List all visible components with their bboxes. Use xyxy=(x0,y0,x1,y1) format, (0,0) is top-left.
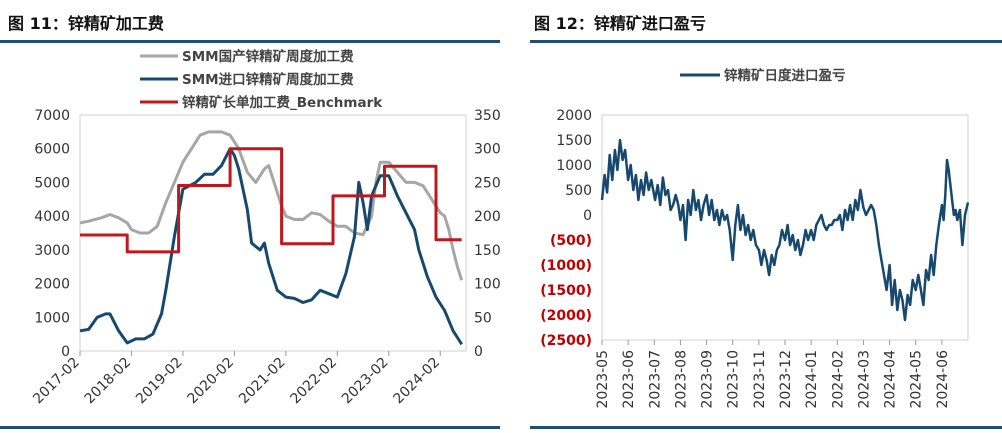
x-tick-label: 2023-12 xyxy=(778,350,794,409)
y-tick: (2000) xyxy=(540,308,592,324)
x-tick-label: 2023-02 xyxy=(339,355,392,408)
legend-label: SMM国产锌精矿周度加工费 xyxy=(182,48,354,65)
y-tick-left: 7000 xyxy=(34,108,70,124)
x-tick-label: 2023-08 xyxy=(673,350,689,409)
y-tick-left: 3000 xyxy=(34,243,70,259)
x-tick-label: 2023-06 xyxy=(621,350,637,409)
x-tick-label: 2024-05 xyxy=(909,350,925,409)
y-tick-left: 5000 xyxy=(34,175,70,191)
x-tick-label: 2024-04 xyxy=(883,350,899,409)
x-tick-label: 2024-02 xyxy=(830,350,846,409)
y-tick: 1000 xyxy=(556,158,592,174)
y-tick-right: 100 xyxy=(474,277,500,293)
legend-label: 锌精矿长单加工费_Benchmark xyxy=(182,94,383,111)
y-tick-left: 1000 xyxy=(34,310,70,326)
y-tick: (1500) xyxy=(540,283,592,299)
x-tick-label: 2023-05 xyxy=(595,350,611,409)
figure-title: 图 12：锌精矿进口盈亏 xyxy=(534,14,706,33)
y-tick-left: 6000 xyxy=(34,142,70,158)
y-tick-left: 2000 xyxy=(34,277,70,293)
x-tick-label: 2019-02 xyxy=(133,355,186,408)
x-tick-label: 2024-03 xyxy=(856,350,872,409)
legend-label: 锌精矿日度进口盈亏 xyxy=(724,67,846,84)
series-line xyxy=(80,147,462,254)
x-tick-label: 2023-09 xyxy=(700,350,716,409)
bottom-rule xyxy=(0,426,500,429)
left-panel: 图 11：锌精矿加工费 0 1000 2000 3000 4000 5000 6000 700… xyxy=(0,0,500,433)
x-tick-label: 2022-02 xyxy=(287,355,340,408)
figure-title: 图 11：锌精矿加工费 xyxy=(8,14,164,33)
plot-frame xyxy=(601,114,969,341)
import-profit-chart: 2000 1500 1000 500 0 (500) (1000) (1500) (2000) (… xyxy=(540,67,970,409)
x-tick-label: 2023-11 xyxy=(752,350,768,409)
title-rule xyxy=(530,40,1002,43)
x-tick-label: 2018-02 xyxy=(82,355,135,408)
y-tick-left: 4000 xyxy=(34,209,70,225)
y-tick-right: 0 xyxy=(474,344,483,360)
y-tick-right: 250 xyxy=(474,175,500,191)
series-line xyxy=(79,130,464,281)
title-rule xyxy=(0,40,500,43)
x-tick-label: 2020-02 xyxy=(185,355,238,408)
x-tick-label: 2023-10 xyxy=(726,350,742,409)
tc-fee-chart: 0 1000 2000 3000 4000 5000 6000 7000 0 50 100 150 20… xyxy=(30,48,500,408)
y-tick: (500) xyxy=(550,233,592,249)
series-line xyxy=(600,138,970,322)
plot-frame xyxy=(79,114,467,352)
x-tick-label: 2021-02 xyxy=(236,355,289,408)
y-tick-right: 350 xyxy=(474,108,500,124)
x-tick-label: 2017-02 xyxy=(30,355,83,408)
bottom-rule xyxy=(530,426,1002,429)
y-tick-right: 50 xyxy=(474,310,492,326)
y-tick: 2000 xyxy=(556,108,592,124)
x-tick-label: 2023-07 xyxy=(647,350,663,409)
x-tick-label: 2024-01 xyxy=(804,350,820,409)
legend-label: SMM进口锌精矿周度加工费 xyxy=(182,71,354,88)
y-tick-right: 150 xyxy=(474,243,500,259)
y-tick: 500 xyxy=(565,183,592,199)
x-tick-label: 2024-02 xyxy=(390,355,443,408)
y-tick: (1000) xyxy=(540,258,592,274)
right-panel: 图 12：锌精矿进口盈亏 2000 1500 1000 500 0 (500) (1000)… xyxy=(530,0,1002,433)
y-tick: (2500) xyxy=(540,333,592,349)
series-line xyxy=(79,147,463,346)
x-tick-label: 2024-06 xyxy=(935,350,951,409)
y-tick-right: 200 xyxy=(474,209,500,225)
y-tick: 0 xyxy=(583,208,592,224)
y-tick-left: 0 xyxy=(61,344,70,360)
y-tick: 1500 xyxy=(556,133,592,149)
y-tick-right: 300 xyxy=(474,142,500,158)
